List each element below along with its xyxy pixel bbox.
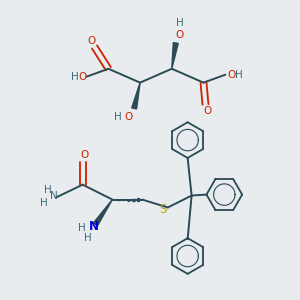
Text: O: O: [227, 70, 236, 80]
Polygon shape: [94, 200, 112, 226]
Text: O: O: [176, 30, 184, 40]
Text: H: H: [44, 184, 52, 195]
Text: H: H: [84, 233, 92, 243]
Text: H: H: [40, 199, 48, 208]
Text: N: N: [88, 220, 98, 233]
Text: O: O: [203, 106, 211, 116]
Text: O: O: [79, 72, 87, 82]
Text: H: H: [71, 72, 79, 82]
Polygon shape: [132, 82, 140, 109]
Polygon shape: [172, 43, 178, 69]
Text: H: H: [114, 112, 122, 122]
Text: O: O: [124, 112, 132, 122]
Text: O: O: [80, 150, 89, 160]
Text: N: N: [50, 190, 58, 201]
Text: O: O: [87, 36, 96, 46]
Text: H: H: [235, 70, 243, 80]
Text: H: H: [78, 223, 86, 233]
Text: S: S: [159, 203, 167, 216]
Text: H: H: [176, 18, 184, 28]
